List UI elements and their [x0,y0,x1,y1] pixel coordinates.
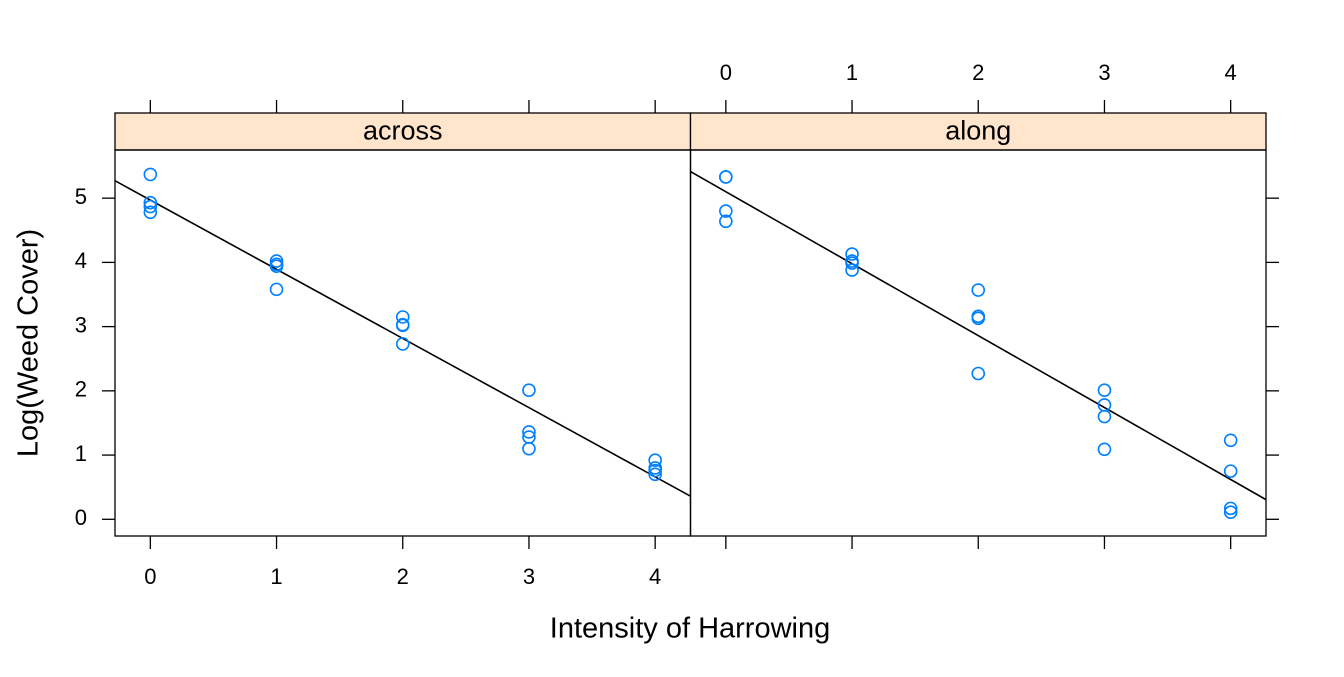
x-tick-label: 1 [846,60,858,85]
y-tick-label: 2 [75,377,87,402]
point [143,195,158,210]
point [269,259,284,274]
x-tick-label: 4 [649,564,661,589]
point [1097,383,1112,398]
strip [114,112,692,151]
strip-label: along [945,116,1011,146]
point [1097,409,1112,424]
point [971,311,986,326]
point [522,425,536,439]
point [269,254,284,268]
point [971,366,986,381]
point [648,467,662,482]
point [1097,442,1112,457]
point [845,247,859,261]
regression-line [690,170,1267,501]
point [1223,505,1238,520]
point [522,383,536,398]
x-tick-label: 0 [720,60,732,85]
x-tick-label: 2 [397,564,409,589]
x-tick-label: 3 [523,564,535,589]
point [719,214,733,229]
y-tick-label: 5 [75,184,87,209]
panel-frame [689,149,1267,537]
strip-label: across [363,116,443,146]
x-tick-label: 0 [144,564,156,589]
point [1223,501,1238,516]
x-axis-label: Intensity of Harrowing [550,613,830,645]
point [143,199,158,214]
point [971,283,986,297]
point [522,441,536,456]
point [648,463,662,478]
y-tick-label: 4 [75,248,87,273]
point [845,256,859,270]
point [395,318,410,333]
y-tick-label: 0 [75,505,87,530]
point [143,167,158,182]
x-tick-label: 3 [1098,60,1110,85]
point [845,263,859,277]
point [719,170,733,184]
x-tick-label: 4 [1225,60,1237,85]
point [395,310,410,324]
y-axis-label: Log(Weed Cover) [13,229,45,457]
y-tick-label: 1 [75,441,87,466]
point [1223,433,1238,448]
y-tick-label: 3 [75,312,87,337]
x-tick-label: 1 [270,564,282,589]
point [395,337,410,351]
point [648,453,662,468]
point [143,205,158,220]
panel-frame [114,149,692,537]
point [269,282,284,297]
point [719,204,733,218]
x-tick-label: 2 [972,60,984,85]
point [1223,464,1238,478]
